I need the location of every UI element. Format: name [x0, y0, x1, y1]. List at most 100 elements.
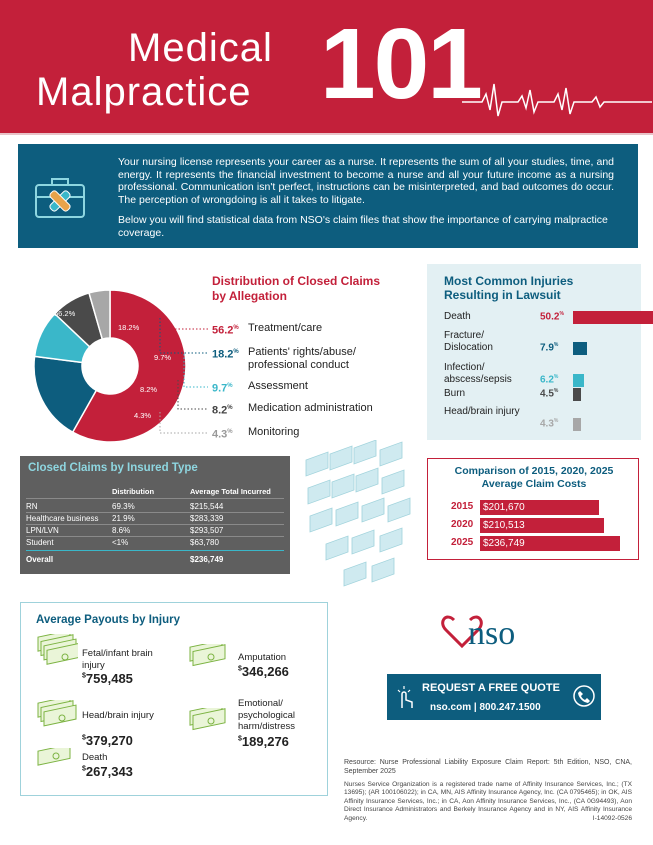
phone-icon [573, 685, 595, 707]
heartbeat-line-icon [462, 83, 652, 117]
table-row-divider [26, 536, 284, 537]
injury-label: Head/brain injury [444, 406, 520, 417]
table-cell: Healthcare business [26, 514, 99, 523]
comparison-bar: $210,513 [480, 518, 605, 533]
document-code: I-14092-0526 [592, 814, 632, 822]
nso-logo-text: nso [468, 615, 515, 652]
request-quote-button[interactable] [387, 674, 601, 720]
first-aid-briefcase-icon [35, 178, 85, 218]
payout-label: Emotional/ psychological harm/distress [238, 698, 296, 732]
pie-legend-label: Assessment [248, 380, 308, 392]
injuries-panel [427, 264, 641, 440]
money-stack-icon [189, 708, 226, 731]
comparison-year-label: 2025 [451, 537, 474, 548]
payout-label: Death [82, 752, 108, 763]
table-cell: LPN/LVN [26, 526, 59, 535]
payouts-panel [20, 602, 328, 796]
payout-label: Fetal/infant brain injury [82, 648, 153, 671]
pie-slice-label: 9.7% [154, 353, 171, 362]
pie-slice [88, 290, 111, 341]
pie-slice-label: 8.2% [140, 385, 157, 394]
injury-bar [573, 374, 585, 387]
table-cell: 69.3% [112, 502, 135, 511]
payout-label: Head/brain injury [82, 710, 154, 721]
comparison-bar: $201,670 [480, 500, 600, 515]
injury-value: 50.2% [540, 311, 564, 323]
table-row-divider [26, 512, 284, 513]
pie-legend-item: 4.3% Monitoring [212, 426, 392, 442]
payout-value: $759,485 [82, 671, 133, 686]
allegation-pie-chart: 56.2% 18.2% 9.7% 8.2% 4.3% [33, 290, 187, 443]
injury-value: 7.9% [540, 342, 559, 354]
request-quote-label[interactable]: REQUEST A FREE QUOTE [422, 682, 560, 694]
contact-info[interactable]: nso.com | 800.247.1500 [430, 702, 541, 713]
pie-legend-label: Treatment/care [248, 322, 323, 334]
table-cell: $293,507 [190, 526, 224, 535]
comparison-year-label: 2020 [451, 519, 474, 530]
table-overall-cell: $236,749 [190, 555, 224, 564]
injury-label: Burn [444, 388, 466, 399]
injury-label: Fracture/ Dislocation [444, 330, 493, 353]
payout-value: $379,270 [82, 733, 133, 748]
pie-legend-value: 9.7% [212, 382, 233, 395]
pie-legend-value: 8.2% [212, 404, 233, 417]
pie-legend-label: Patients' rights/abuse/ professional con… [248, 346, 356, 371]
pie-legend-item: 56.2% Treatment/care [212, 322, 392, 338]
pie-legend-item: 18.2% Patients' rights/abuse/ professiona… [212, 346, 392, 372]
injury-label: Infection/ abscess/sepsis [444, 362, 512, 385]
payouts-title: Average Payouts by Injury [36, 614, 181, 626]
legal-text: Nurses Service Organization is a registe… [344, 781, 632, 822]
closed-claims-panel [20, 456, 290, 574]
pie-legend-value: 4.3% [212, 428, 233, 441]
pie-legend-label: Monitoring [248, 426, 300, 438]
table-cell: $63,780 [190, 538, 219, 547]
pie-legend-item: 8.2% Medication administration [212, 402, 392, 418]
comparison-year-label: 2015 [451, 501, 474, 512]
comparison-bar-value: $201,670 [483, 502, 525, 513]
injury-value: 4.5% [540, 388, 559, 400]
pie-slice-label: 4.3% [134, 411, 151, 420]
payout-value: $189,276 [238, 734, 289, 749]
payout-value: $346,266 [238, 664, 289, 679]
injury-bar [573, 388, 582, 401]
intro-paragraph-1: Your nursing license represents your car… [118, 156, 614, 206]
payout-label: Amputation [238, 652, 287, 663]
pie-legend-item: 9.7% Assessment [212, 380, 392, 396]
table-row-divider [26, 524, 284, 525]
table-overall-divider [26, 550, 284, 551]
calendar-stack-icon [305, 440, 411, 587]
nso-logo: nso [441, 615, 515, 652]
title-line-1: Medical [128, 26, 273, 70]
injury-value: 6.2% [540, 374, 559, 386]
pie-legend-label: Medication administration [248, 402, 373, 414]
pie-legend-value: 18.2% [212, 348, 239, 361]
comparison-bar: $236,749 [480, 536, 620, 551]
title-number: 101 [320, 8, 483, 120]
comparison-bar-value: $236,749 [483, 538, 525, 549]
table-header-cell: Average Total Incurred [190, 487, 271, 496]
pie-legend-value: 56.2% [212, 324, 239, 337]
table-cell: Student [26, 538, 54, 547]
money-stack-icon [189, 644, 226, 667]
money-stack-icon [37, 700, 77, 727]
title-line-2: Malpractice [36, 70, 252, 114]
tap-hand-icon [397, 686, 413, 708]
table-cell: $215,544 [190, 502, 224, 511]
table-cell: $283,339 [190, 514, 224, 523]
table-cell: RN [26, 502, 38, 511]
injury-label: Death [444, 311, 471, 322]
table-cell: 8.6% [112, 526, 131, 535]
money-stack-icon [37, 634, 78, 665]
pie-slice-label: 56.2% [54, 309, 76, 318]
pie-slice-label: 18.2% [118, 323, 140, 332]
table-header-divider [26, 498, 284, 499]
resource-citation: Resource: Nurse Professional Liability E… [344, 759, 632, 775]
table-cell: 21.9% [112, 514, 135, 523]
injury-bar [573, 418, 581, 431]
table-cell: <1% [112, 538, 129, 547]
pie-chart-title: Distribution of Closed Claims by Allegat… [212, 274, 381, 303]
injury-bar [573, 342, 588, 355]
injury-bar [573, 311, 653, 324]
intro-paragraph-2: Below you will find statistical data fro… [118, 214, 608, 239]
injuries-chart-title: Most Common Injuries Resulting in Lawsui… [444, 274, 574, 302]
